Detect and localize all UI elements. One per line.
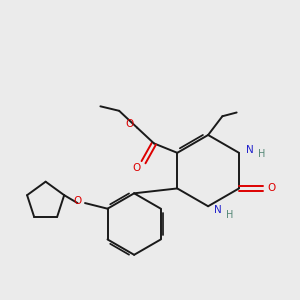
Text: H: H xyxy=(258,149,265,159)
Text: N: N xyxy=(214,205,221,215)
Text: O: O xyxy=(74,196,82,206)
Text: O: O xyxy=(125,119,134,129)
Text: H: H xyxy=(226,209,233,220)
Text: O: O xyxy=(268,183,276,194)
Text: O: O xyxy=(132,163,140,173)
Text: N: N xyxy=(246,145,254,155)
